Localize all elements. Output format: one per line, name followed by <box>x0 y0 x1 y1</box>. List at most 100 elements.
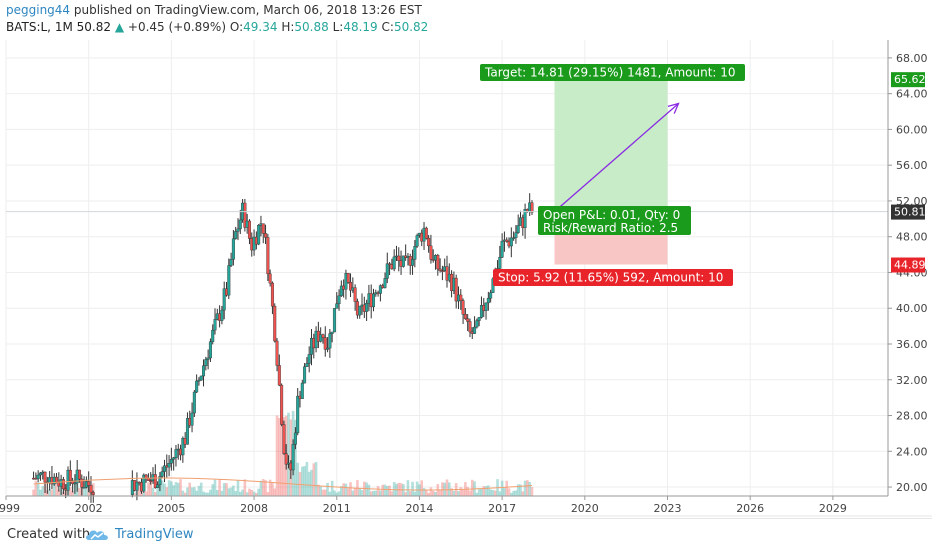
candle-body <box>153 474 157 488</box>
candle-body <box>486 297 490 304</box>
volume-bar <box>491 490 495 496</box>
volume-bar <box>438 490 442 496</box>
volume-bar <box>434 492 437 496</box>
price-change: +0.45 (+0.89%) <box>127 20 227 34</box>
price-chart[interactable]: Target: 14.81 (29.15%) 1481, Amount: 10 S… <box>0 40 932 518</box>
price-tick-label: 24.00 <box>896 445 928 458</box>
volume-bar <box>489 489 492 496</box>
volume-bar <box>229 487 233 496</box>
tradingview-brand-link[interactable]: TradingView <box>115 527 194 542</box>
candle-body <box>80 478 84 488</box>
volume-bar <box>498 491 502 496</box>
candle-body <box>284 453 288 465</box>
candle-body <box>300 382 304 399</box>
candle-body <box>234 231 238 239</box>
volume-bar <box>480 488 483 496</box>
volume-bar <box>367 484 371 496</box>
volume-bar <box>372 490 375 496</box>
volume-bar <box>450 488 453 496</box>
volume-bar <box>82 487 86 496</box>
candle-body <box>282 424 286 454</box>
candle-body <box>89 485 93 493</box>
open-value: 49.34 <box>243 20 278 34</box>
candle-body <box>461 300 465 315</box>
published-text: published on TradingView.com, March 06, … <box>70 3 422 17</box>
volume-bar <box>156 484 159 496</box>
candle-body <box>156 484 160 488</box>
open-pnl-text: Open P&L: 0.01, Qty: 0 <box>543 208 680 222</box>
tradingview-cloud-icon[interactable] <box>84 526 110 542</box>
candle-body <box>202 365 206 377</box>
volume-bar <box>250 489 254 496</box>
high-value: 50.88 <box>294 20 329 34</box>
volume-bar <box>335 492 339 496</box>
volume-bar <box>461 488 465 496</box>
volume-bar <box>415 481 419 496</box>
candle-body <box>36 474 40 479</box>
candle-body <box>160 471 164 477</box>
price-tick-label: 56.00 <box>896 159 928 172</box>
candle-body <box>385 263 389 279</box>
volume-bar <box>344 483 348 496</box>
time-tick-label: 2005 <box>157 502 185 515</box>
volume-bar <box>342 483 345 496</box>
candle-body <box>208 341 212 359</box>
candle-body <box>264 233 268 238</box>
volume-bar <box>271 483 274 496</box>
volume-bar <box>390 491 394 496</box>
time-tick-label: 2020 <box>571 502 599 515</box>
volume-bar <box>179 479 182 496</box>
volume-bar <box>252 491 256 496</box>
candle-body <box>323 337 327 350</box>
volume-bar <box>307 471 311 496</box>
volume-bar <box>300 466 304 496</box>
candle-body <box>275 340 279 366</box>
volume-bar <box>294 419 297 496</box>
candle-body <box>82 487 86 489</box>
candle-body <box>353 287 357 302</box>
volume-bar <box>170 481 173 496</box>
candle-body <box>335 303 339 309</box>
volume-bar <box>144 491 148 496</box>
volume-bar <box>206 492 210 496</box>
candle-body <box>429 245 433 260</box>
candle-body <box>185 418 189 445</box>
candle-body <box>463 314 467 319</box>
candle-body <box>484 302 488 311</box>
candle-body <box>257 224 261 245</box>
author-link[interactable]: pegging44 <box>6 3 71 17</box>
candle-body <box>411 259 415 266</box>
candle-body <box>73 482 77 485</box>
volume-bar <box>163 483 166 496</box>
volume-bar <box>193 487 196 496</box>
volume-bar <box>160 480 164 496</box>
target-label-text: Target: 14.81 (29.15%) 1481, Amount: 10 <box>484 66 736 80</box>
candle-body <box>509 237 513 247</box>
volume-bar <box>287 412 290 496</box>
candle-body <box>261 223 265 234</box>
chart-area[interactable]: Target: 14.81 (29.15%) 1481, Amount: 10 S… <box>0 40 932 518</box>
volume-bar <box>321 489 325 496</box>
volume-bar <box>420 480 424 496</box>
volume-bar <box>521 491 525 496</box>
volume-bar <box>422 488 426 496</box>
candle-body <box>270 282 274 307</box>
volume-bar <box>264 480 267 496</box>
candle-body <box>280 384 284 425</box>
candle-body <box>61 479 65 490</box>
time-tick-label: 2017 <box>488 502 516 515</box>
volume-bar <box>209 489 212 496</box>
candle-body <box>413 246 417 260</box>
candle-body <box>293 432 297 445</box>
candle-body <box>468 321 472 333</box>
volume-bar <box>241 489 244 496</box>
volume-bar <box>216 490 219 496</box>
volume-bar <box>232 485 235 496</box>
volume-bar <box>142 492 146 496</box>
volume-bar <box>333 490 336 496</box>
volume-bar <box>238 491 242 496</box>
last-price: 50.82 <box>76 20 111 34</box>
candle-body <box>397 255 401 261</box>
volume-bar <box>360 490 364 496</box>
candle-body <box>321 334 325 338</box>
